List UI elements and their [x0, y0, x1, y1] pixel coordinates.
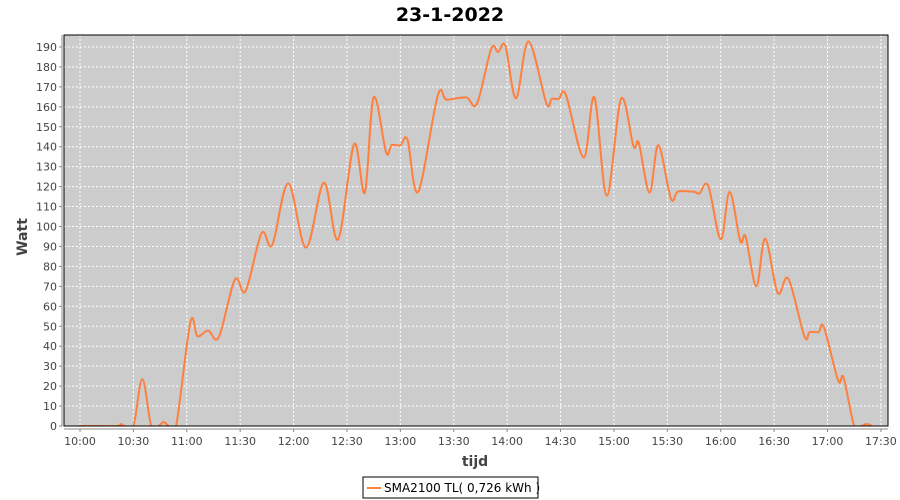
y-tick-label: 130: [36, 161, 57, 174]
y-axis: 0 10 20 30 40 50 60 70 80 90 100 110 120 130 140 150 160…: [36, 35, 63, 433]
x-tick-label: 12:30: [331, 435, 363, 448]
x-tick-label: 16:00: [705, 435, 737, 448]
plot-border: [63, 34, 889, 427]
y-tick-label: 170: [36, 81, 57, 94]
y-tick-label: 0: [50, 420, 57, 433]
plot-area: [64, 35, 888, 426]
y-tick-label: 50: [43, 320, 57, 333]
y-tick-label: 110: [36, 201, 57, 214]
x-tick-label: 10:30: [118, 435, 150, 448]
x-tick-label: 14:00: [491, 435, 523, 448]
y-tick-label: 90: [43, 240, 57, 253]
x-tick-label: 17:30: [865, 435, 897, 448]
x-tick-label: 17:00: [812, 435, 844, 448]
x-axis-label: tijd: [462, 454, 488, 470]
y-tick-label: 20: [43, 380, 57, 393]
x-tick-label: 16:30: [758, 435, 790, 448]
y-tick-label: 180: [36, 61, 57, 74]
y-tick-label: 190: [36, 41, 57, 54]
x-tick-label: 10:00: [64, 435, 96, 448]
x-tick-label: 14:30: [545, 435, 577, 448]
x-tick-label: 11:00: [171, 435, 203, 448]
y-tick-label: 70: [43, 280, 57, 293]
y-tick-label: 40: [43, 340, 57, 353]
y-tick-label: 30: [43, 360, 57, 373]
x-tick-label: 13:00: [385, 435, 417, 448]
x-tick-label: 13:30: [438, 435, 470, 448]
x-axis: 10:00 10:30 11:00 11:30 12:00 12:30 13:00 13:30…: [64, 428, 897, 448]
x-tick-label: 11:30: [224, 435, 256, 448]
chart-title: 23-1-2022: [396, 4, 504, 26]
grid: [64, 35, 888, 426]
y-axis-label: Watt: [15, 218, 31, 256]
y-tick-label: 120: [36, 181, 57, 194]
y-tick-label: 140: [36, 141, 57, 154]
x-tick-label: 12:00: [278, 435, 310, 448]
y-tick-label: 10: [43, 400, 57, 413]
legend-box: [362, 476, 539, 499]
x-tick-label: 15:30: [651, 435, 683, 448]
y-tick-label: 100: [36, 221, 57, 234]
series-line: [78, 40, 873, 426]
y-tick-label: 60: [43, 300, 57, 313]
legend: SMA2100 TL( 0,726 kWh ): [362, 476, 540, 499]
y-tick-label: 160: [36, 101, 57, 114]
x-tick-label: 15:00: [598, 435, 630, 448]
y-tick-label: 80: [43, 260, 57, 273]
legend-label: SMA2100 TL( 0,726 kWh ): [384, 481, 540, 495]
y-tick-label: 150: [36, 121, 57, 134]
